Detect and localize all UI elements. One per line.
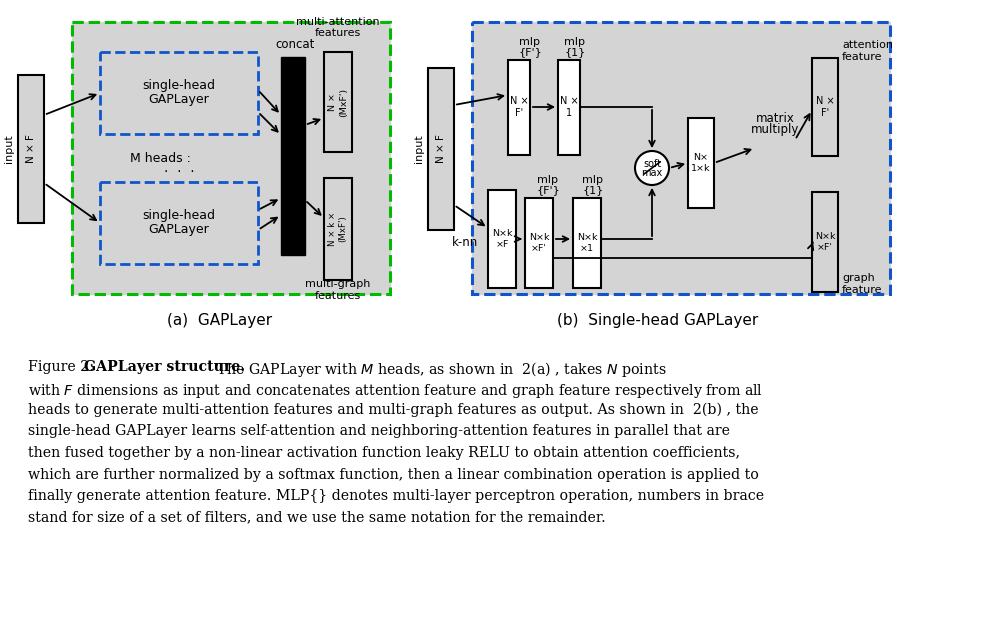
Text: max: max (642, 168, 663, 178)
Text: soft: soft (643, 159, 661, 169)
Text: multi-attention: multi-attention (296, 17, 380, 27)
Bar (18, 75, 44, 223)
Text: The GAPLayer with $M$ heads, as shown in  2(a) , takes $N$ points: The GAPLayer with $M$ heads, as shown in… (208, 360, 667, 379)
Text: N × F: N × F (26, 135, 36, 163)
Text: GAPLayer structure.: GAPLayer structure. (83, 360, 245, 374)
Text: N×
1×k: N× 1×k (691, 153, 711, 173)
Bar (100, 52, 258, 134)
Text: N×k
×F: N×k ×F (492, 229, 512, 249)
Text: N × k ×
(MxF'): N × k × (MxF') (328, 212, 348, 246)
Text: input: input (4, 135, 14, 163)
Bar (688, 118, 714, 208)
Bar (508, 60, 530, 155)
Text: GAPLayer: GAPLayer (149, 93, 209, 107)
Text: stand for size of a set of filters, and we use the same notation for the remaind: stand for size of a set of filters, and … (28, 510, 606, 525)
Text: (a)  GAPLayer: (a) GAPLayer (167, 313, 273, 328)
Text: concat: concat (276, 39, 315, 52)
Text: N ×
1: N × 1 (559, 96, 578, 118)
Text: (b)  Single-head GAPLayer: (b) Single-head GAPLayer (557, 313, 759, 328)
Text: with $F$ dimensions as input and concatenates attention feature and graph featur: with $F$ dimensions as input and concate… (28, 381, 764, 399)
Text: {F'}: {F'} (518, 47, 542, 57)
Bar (324, 178, 352, 280)
Bar (100, 182, 258, 264)
Bar (100, 182, 258, 264)
Text: {1}: {1} (564, 47, 585, 57)
Text: N ×
F': N × F' (510, 96, 528, 118)
Text: feature: feature (842, 52, 882, 62)
Text: N×k
×F': N×k ×F' (529, 233, 549, 253)
Text: mlp: mlp (537, 175, 558, 185)
Text: finally generate attention feature. MLP{} denotes multi-layer perceptron operati: finally generate attention feature. MLP{… (28, 489, 765, 503)
Text: mlp: mlp (564, 37, 585, 47)
Text: M heads :: M heads : (130, 151, 191, 164)
Text: then fused together by a non-linear activation function leaky RELU to obtain att: then fused together by a non-linear acti… (28, 446, 740, 460)
Text: GAPLayer: GAPLayer (149, 224, 209, 237)
Text: mlp: mlp (519, 37, 540, 47)
Text: which are further normalized by a softmax function, then a linear combination op: which are further normalized by a softma… (28, 467, 759, 482)
Bar (324, 52, 352, 152)
Bar (812, 58, 838, 156)
Text: features: features (315, 28, 361, 38)
Text: N×k
×1: N×k ×1 (576, 233, 598, 253)
Text: N×k
×F': N×k ×F' (815, 232, 835, 252)
Bar (72, 22, 390, 294)
Text: {1}: {1} (582, 185, 604, 195)
Bar (281, 57, 305, 255)
Text: single-head: single-head (143, 209, 215, 222)
Bar (472, 22, 890, 294)
Text: features: features (315, 291, 361, 301)
Text: single-head: single-head (143, 78, 215, 92)
Text: multi-graph: multi-graph (305, 279, 370, 289)
Text: {F'}: {F'} (536, 185, 560, 195)
Text: feature: feature (842, 285, 882, 295)
Bar (72, 22, 390, 294)
Text: k-nn: k-nn (452, 237, 478, 249)
Circle shape (635, 151, 669, 185)
Text: input: input (414, 135, 424, 163)
Text: Figure 2:: Figure 2: (28, 360, 99, 374)
Text: multiply: multiply (750, 123, 799, 136)
Text: graph: graph (842, 273, 875, 283)
Bar (428, 68, 454, 230)
Text: single-head GAPLayer learns self-attention and neighboring-attention features in: single-head GAPLayer learns self-attenti… (28, 424, 730, 439)
Text: N × F: N × F (436, 135, 446, 163)
Bar (100, 52, 258, 134)
Bar (812, 192, 838, 292)
Bar (525, 198, 553, 288)
Bar (488, 190, 516, 288)
Bar (573, 198, 601, 288)
Text: ·  ·  ·: · · · (164, 165, 194, 179)
Text: mlp: mlp (582, 175, 604, 185)
Text: matrix: matrix (756, 112, 795, 125)
Text: N ×
F': N × F' (816, 96, 834, 118)
Bar (558, 60, 580, 155)
Bar (472, 22, 890, 294)
Text: heads to generate multi-attention features and multi-graph features as output. A: heads to generate multi-attention featur… (28, 403, 759, 417)
Text: attention: attention (842, 40, 893, 50)
Text: N ×
(MxF'): N × (MxF') (328, 87, 348, 117)
